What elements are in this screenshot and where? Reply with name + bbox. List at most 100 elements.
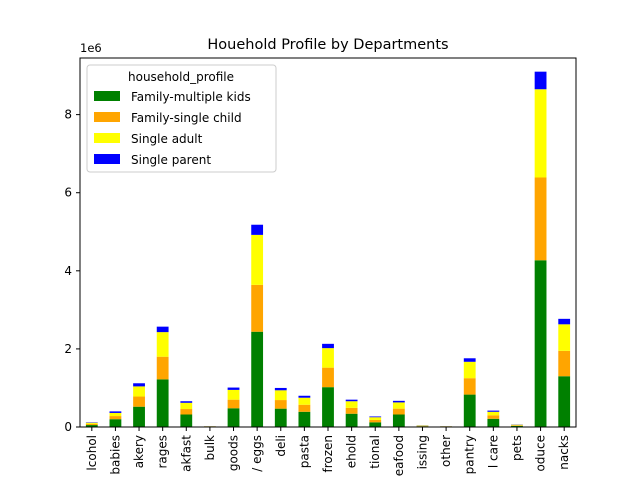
y-tick-label: 8	[64, 108, 72, 122]
bar-segment-3	[558, 324, 571, 351]
x-tick-label: ehold	[345, 435, 359, 468]
bar-segment-2	[534, 177, 547, 261]
bar-segment-1	[534, 260, 547, 427]
bar-segment-4	[487, 410, 500, 412]
y-tick-label: 2	[64, 342, 72, 356]
bar-segment-2	[133, 396, 145, 407]
x-tick-label: deli	[274, 435, 288, 457]
legend: household_profile Family-multiple kidsFa…	[86, 64, 277, 173]
bar-segment-4	[322, 343, 334, 349]
bar-segment-2	[392, 408, 405, 415]
bar-segment-1	[156, 379, 169, 427]
bars-group	[85, 71, 571, 427]
legend-swatch	[94, 154, 120, 164]
bar-segment-1	[511, 425, 523, 427]
bar-segment-3	[156, 332, 169, 357]
bar-segment-3	[487, 411, 500, 416]
x-tick-label: pets	[510, 435, 524, 461]
x-tick-label: frozen	[321, 435, 335, 473]
legend-entry-label: Family-single child	[131, 111, 242, 125]
x-tick-label: issing	[415, 435, 429, 469]
bar-segment-4	[251, 224, 264, 235]
bar-segment-1	[322, 387, 334, 427]
legend-swatch	[94, 112, 120, 122]
bar-segment-4	[133, 383, 145, 387]
bar-segment-1	[227, 408, 240, 427]
bar-segment-4	[180, 401, 193, 403]
bar-segment-1	[274, 408, 287, 427]
x-tick-label: lcohol	[85, 435, 99, 471]
x-axis: lcohol babies akery rages akfast bulk goods / e…	[85, 427, 571, 476]
bar-segment-4	[392, 400, 405, 403]
bar-segment-3	[109, 412, 122, 417]
legend-entry-label: Single parent	[131, 153, 211, 167]
x-tick-label: / eggs	[250, 435, 264, 472]
bar-segment-3	[322, 348, 334, 368]
legend-entry-label: Single adult	[131, 132, 203, 146]
bar-segment-1	[369, 422, 382, 427]
bar-segment-4	[558, 318, 571, 325]
bar-segment-4	[463, 358, 476, 362]
x-tick-label: nacks	[557, 435, 571, 470]
bar-segment-1	[85, 425, 98, 427]
x-tick-label: rages	[156, 435, 170, 469]
bar-segment-2	[322, 367, 334, 388]
bar-segment-1	[251, 331, 264, 427]
bar-segment-4	[227, 387, 240, 390]
bar-segment-2	[463, 378, 476, 395]
x-tick-label: akery	[132, 435, 146, 468]
bar-segment-2	[369, 419, 382, 423]
y-tick-label: 4	[64, 264, 72, 278]
bar-segment-3	[133, 386, 145, 397]
bar-segment-3	[345, 401, 358, 408]
bar-segment-4	[109, 411, 122, 413]
x-tick-label: bulk	[203, 435, 217, 461]
x-tick-label: pantry	[463, 435, 477, 474]
bar-segment-3	[227, 389, 240, 400]
plot-frame	[79, 57, 577, 428]
x-tick-label: akfast	[179, 435, 193, 472]
bar-segment-1	[109, 419, 122, 427]
y-axis-offset-label: 1e6	[80, 41, 102, 55]
bar-segment-3	[511, 424, 523, 426]
x-tick-label: other	[439, 435, 453, 467]
bar-segment-2	[109, 416, 122, 420]
chart-title: Houehold Profile by Departments	[207, 37, 448, 53]
bar-segment-4	[534, 71, 547, 90]
bar-segment-3	[251, 234, 264, 285]
y-axis: 0 2 4 6 8	[64, 108, 80, 434]
bar-segment-1	[133, 406, 145, 427]
legend-swatch	[94, 91, 120, 101]
bar-segment-2	[345, 407, 358, 414]
bar-segment-3	[180, 402, 193, 410]
bar-segment-4	[369, 416, 382, 418]
legend-title: household_profile	[128, 70, 234, 84]
bar-segment-1	[298, 411, 311, 427]
legend-swatch	[94, 133, 120, 143]
bar-segment-2	[298, 404, 311, 412]
bar-segment-2	[487, 415, 500, 419]
x-tick-label: oduce	[534, 435, 548, 472]
x-tick-label: goods	[227, 435, 241, 471]
x-tick-label: tional	[368, 435, 382, 469]
bar-segment-3	[85, 422, 98, 424]
bar-segment-1	[180, 414, 193, 427]
x-tick-label: babies	[108, 435, 122, 475]
bar-segment-2	[511, 425, 523, 426]
bar-segment-2	[558, 350, 571, 377]
bar-segment-1	[345, 413, 358, 427]
bar-segment-2	[85, 423, 98, 426]
bar-segment-4	[156, 326, 169, 333]
y-tick-label: 6	[64, 186, 72, 200]
y-tick-label: 0	[64, 420, 72, 434]
bar-segment-3	[534, 89, 547, 178]
bar-segment-4	[345, 399, 358, 402]
bar-segment-2	[180, 409, 193, 415]
bar-segment-2	[274, 400, 287, 409]
bar-segment-3	[298, 397, 311, 405]
x-tick-label: l care	[486, 435, 500, 468]
bar-segment-1	[487, 418, 500, 427]
bar-segment-1	[558, 376, 571, 427]
bar-segment-3	[463, 361, 476, 379]
